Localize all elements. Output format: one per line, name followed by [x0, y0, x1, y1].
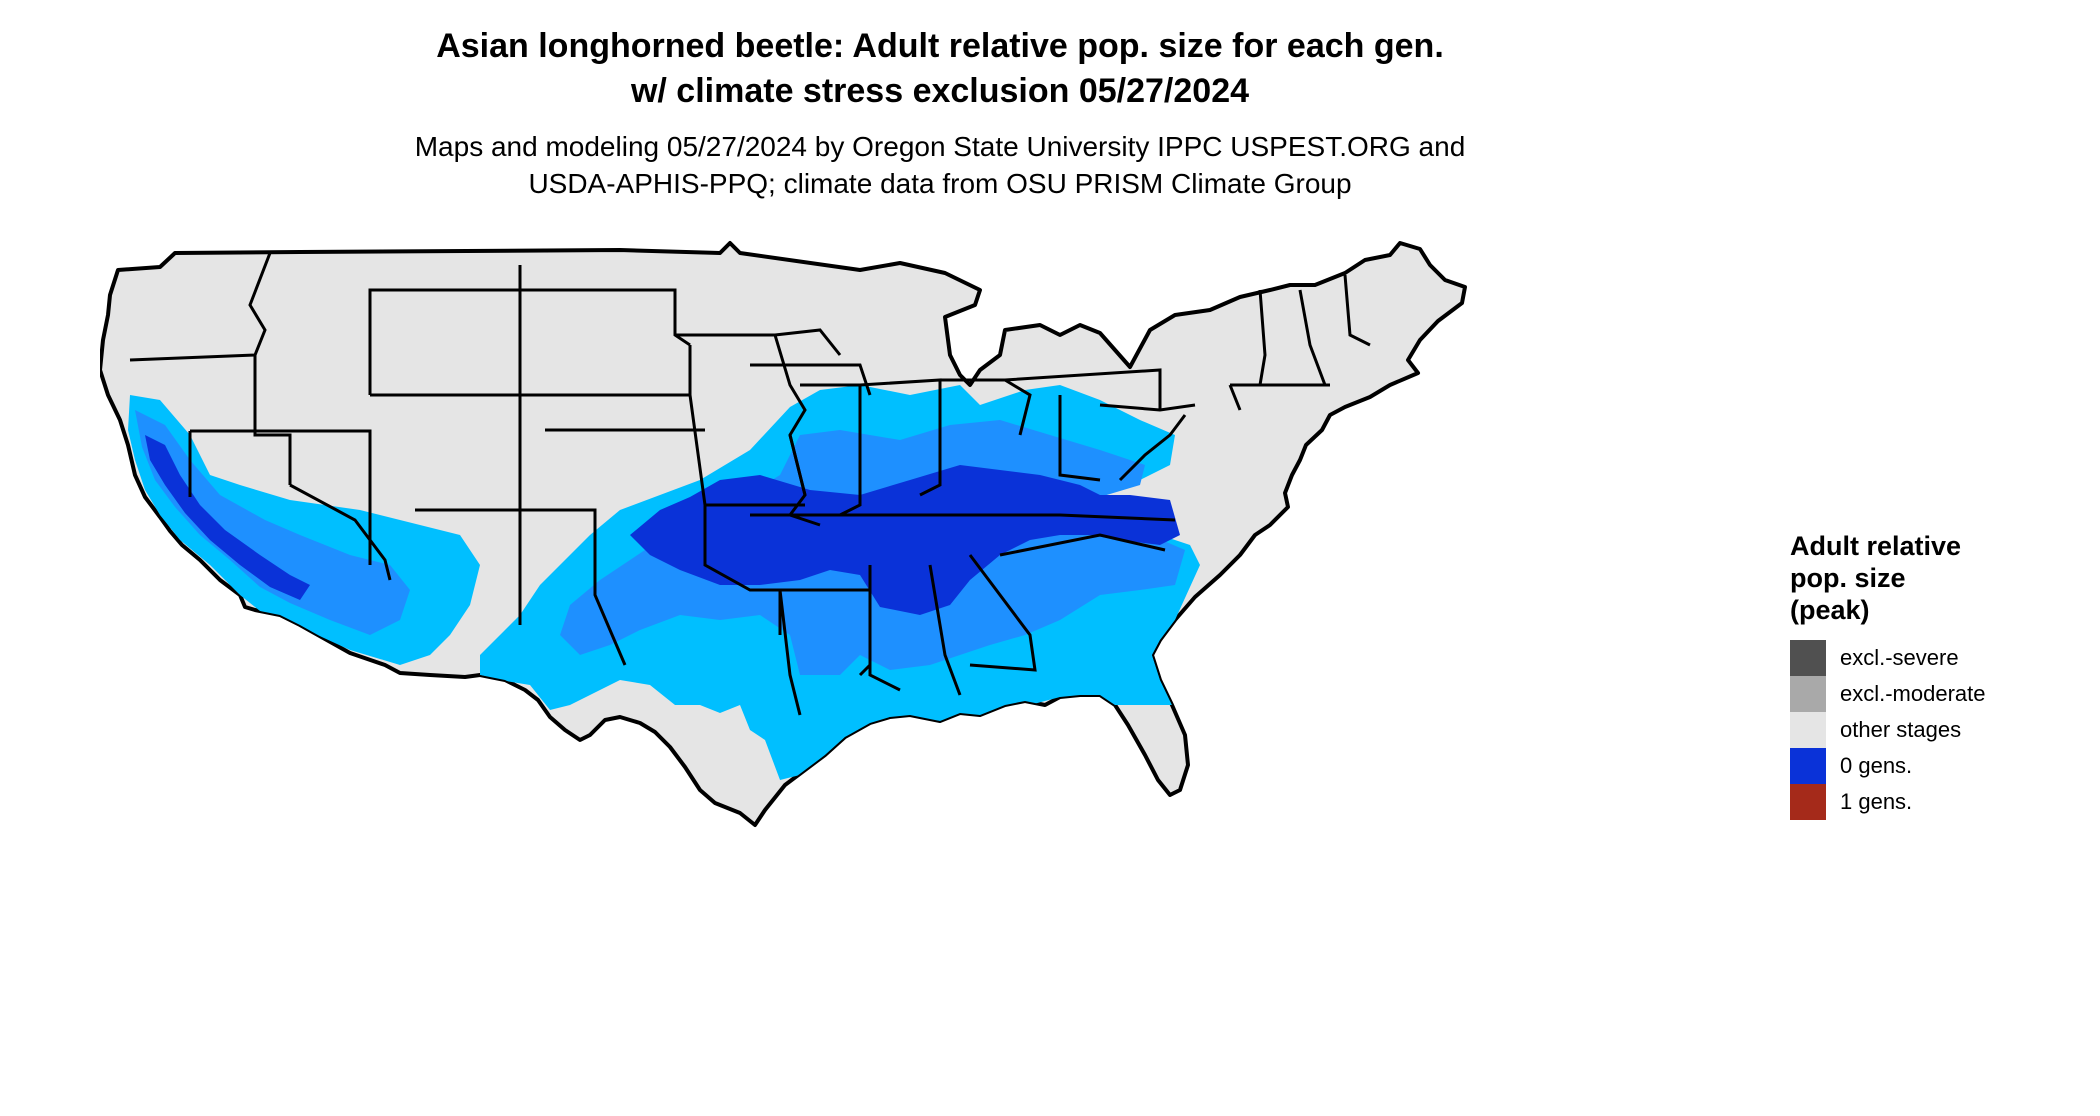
suitability-shading: [128, 385, 1200, 780]
legend-swatch: [1790, 712, 1826, 748]
map-title: Asian longhorned beetle: Adult relative …: [0, 24, 1880, 114]
legend-title-line-3: (peak): [1790, 595, 1870, 625]
legend-swatch: [1790, 676, 1826, 712]
legend-swatch: [1790, 640, 1826, 676]
state-boundaries: [129, 252, 1371, 716]
legend-title: Adult relative pop. size (peak): [1790, 530, 2090, 626]
legend-item-0-gens: 0 gens.: [1790, 748, 2090, 784]
legend-item-excl-moderate: excl.-moderate: [1790, 676, 2090, 712]
legend-title-line-1: Adult relative: [1790, 531, 1962, 561]
legend: Adult relative pop. size (peak) excl.-se…: [1790, 530, 2090, 820]
legend-item-excl-severe: excl.-severe: [1790, 640, 2090, 676]
legend-item-1-gens: 1 gens.: [1790, 784, 2090, 820]
legend-label: excl.-moderate: [1840, 681, 1986, 706]
legend-item-other-stages: other stages: [1790, 712, 2090, 748]
legend-label: excl.-severe: [1840, 645, 1959, 670]
subtitle-line-1: Maps and modeling 05/27/2024 by Oregon S…: [414, 131, 1466, 162]
title-line-1: Asian longhorned beetle: Adult relative …: [436, 27, 1444, 65]
zone-west-mid: [135, 410, 410, 635]
legend-swatch: [1790, 784, 1826, 820]
zone-west-dark: [145, 435, 310, 600]
legend-label: 0 gens.: [1840, 753, 1913, 778]
legend-label: other stages: [1840, 717, 1962, 742]
title-line-2: w/ climate stress exclusion 05/27/2024: [630, 72, 1250, 110]
legend-title-line-2: pop. size: [1790, 563, 1906, 593]
map-subtitle: Maps and modeling 05/27/2024 by Oregon S…: [0, 128, 1880, 202]
us-map: [100, 241, 1467, 827]
subtitle-line-2: USDA-APHIS-PPQ; climate data from OSU PR…: [528, 168, 1352, 199]
legend-swatch: [1790, 748, 1826, 784]
zone-dark-blue-core: [630, 465, 1180, 615]
legend-label: 1 gens.: [1840, 789, 1913, 814]
